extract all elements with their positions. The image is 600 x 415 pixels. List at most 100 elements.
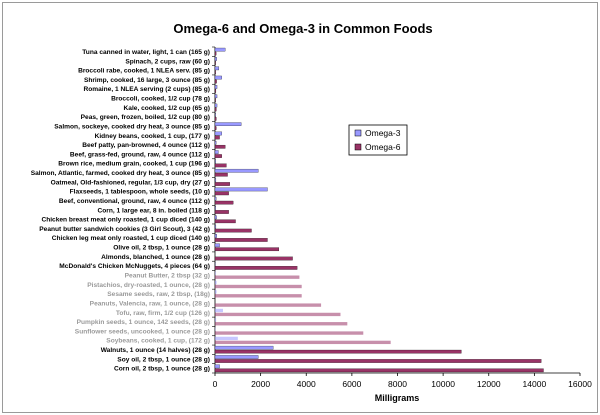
bar-omega-3 [214,168,259,173]
bar-omega-3 [214,47,226,52]
category-label: Beef patty, pan-browned, 4 ounce (112 g) [82,142,210,149]
category-label: Salmon, Atlantic, farmed, cooked dry hea… [31,170,210,177]
bar-omega-3 [214,131,222,136]
bar-omega-6 [215,331,364,335]
bar-omega-3 [214,150,219,154]
legend-swatch-omega-3 [354,129,362,137]
chart-title: Omega-6 and Omega-3 in Common Foods [173,21,432,36]
bar-omega-6 [214,228,252,233]
bar-omega-6 [214,163,227,168]
category-label: Walnuts, 1 ounce (14 halves) (28 g) [101,347,210,354]
x-tick-label: 8000 [388,379,407,389]
bar-omega-6 [214,98,216,103]
plot-area: 0 2000 4000 6000 8000 10000 12000 14000 16000 Tun… [31,46,592,389]
bar-omega-3 [214,243,220,248]
bar-omega-6 [214,89,217,93]
category-label: Sunflower seeds, uncooked, 1 ounce (28 g… [75,328,210,335]
bar-omega-3 [214,187,268,192]
chart-svg: Omega-6 and Omega-3 in Common Foods 0 200… [31,21,592,403]
bar-omega-6 [214,70,216,75]
category-label: Olive oil, 2 tbsp, 1 ounce (28 g) [113,245,210,252]
category-label: Shrimp, cooked, 16 large, 3 ounce (85 g) [84,77,210,84]
bar-omega-3 [214,103,218,108]
category-label: Broccoli, cooked, 1/2 cup (78 g) [111,96,210,103]
bar-omega-6 [214,135,220,140]
bar-omega-3 [214,178,217,182]
bar-omega-6 [214,247,279,252]
bar-omega-3 [215,290,217,294]
category-label: Peas, green, frozen, boiled, 1/2 cup (80… [81,114,210,121]
bar-omega-6 [214,182,230,186]
category-label: Kidney beans, cooked, 1 cup, (177 g) [95,133,210,140]
bar-omega-6 [214,191,229,196]
legend-label-omega-3: Omega-3 [365,128,401,138]
legend-label-omega-6: Omega-6 [365,142,401,152]
bar-omega-6 [214,154,222,158]
bar-omega-6 [214,61,216,65]
x-tick-label: 14000 [523,379,547,389]
category-label: Flaxseeds, 1 tablespoon, whole seeds, (1… [70,189,210,196]
bar-omega-3 [214,85,218,89]
bar-omega-6 [214,117,217,121]
bar-omega-6 [215,340,391,345]
bar-omega-6 [214,107,217,112]
bar-omega-3 [214,141,217,145]
category-label: Beef, grass-fed, ground, raw, 4 ounce (1… [70,151,210,158]
bar-omega-6 [214,359,542,363]
x-tick-label: 12000 [477,379,501,389]
bar-omega-6 [215,322,348,326]
bar-omega-3 [214,94,218,99]
category-label: Chicken leg meat only roasted, 1 cup dic… [52,235,210,242]
category-label: Pistachios, dry-roasted, 1 ounce, (28 g) [87,282,210,289]
category-label: Brown rice, medium grain, cooked, 1 cup … [58,161,210,168]
bar-omega-6 [215,294,302,298]
bar-omega-3 [214,196,217,201]
category-label: Peanut butter sandwich cookies (3 Girl S… [39,226,210,233]
bar-omega-3 [214,113,216,117]
category-label: Corn oil, 2 tbsp, 1 ounce (28 g) [114,366,210,373]
bar-omega-6 [215,275,300,279]
category-label: Pumpkin seeds, 1 ounce, 142 seeds, (28 g… [77,319,210,326]
category-label: Oatmeal, Old-fashioned, regular, 1/3 cup… [51,179,210,186]
legend-swatch-omega-6 [354,143,362,151]
x-tick-label: 16000 [568,379,592,389]
bar-omega-6 [214,79,217,84]
bar-omega-6 [214,144,226,149]
bar-omega-3 [214,75,222,80]
bar-omega-3 [214,57,217,61]
bar-omega-6 [215,312,341,317]
category-label: Broccoli rabe, cooked, 1 NLEA serv. (85 … [78,68,210,75]
category-label: Beef, conventional, ground, raw, 4 ounce… [59,198,210,205]
bar-omega-3 [214,345,274,350]
bar-omega-6 [214,172,228,177]
category-label: Kale, cooked, 1/2 cup (65 g) [124,105,210,112]
bar-omega-6 [214,266,298,270]
category-label: Salmon, sockeye, cooked dry heat, 3 ounc… [54,123,210,130]
bar-omega-3 [214,206,216,210]
x-tick-label: 2000 [251,379,270,389]
bar-omega-3 [214,122,242,126]
bar-omega-6 [214,349,462,354]
x-tick-label: 10000 [431,379,455,389]
category-label: Sesame seeds, raw, 2 tbsp, (18g) [107,291,210,298]
bar-omega-3 [215,336,238,341]
bar-omega-3 [214,364,220,369]
bar-omega-6 [214,126,217,130]
bar-omega-3 [214,159,216,164]
bar-omega-3 [215,271,216,275]
bar-omega-3 [215,318,217,322]
bar-omega-6 [215,284,302,289]
bar-omega-6 [214,238,268,242]
bar-omega-3 [214,234,217,238]
category-label: Tuna canned in water, light, 1 can (165 … [82,49,210,56]
category-label: Chicken breast meat only roasted, 1 cup … [41,217,210,224]
bar-omega-6 [214,219,236,224]
bar-omega-3 [215,280,217,285]
bar-omega-6 [214,256,293,261]
x-axis-title: Milligrams [375,393,420,403]
bar-omega-6 [214,368,544,373]
bar-omega-3 [214,215,217,220]
bar-omega-6 [214,51,217,56]
category-label: Peanuts, Valencia, raw, 1 ounce, (28 g) [90,300,210,307]
legend: Omega-3 Omega-6 [348,124,408,156]
